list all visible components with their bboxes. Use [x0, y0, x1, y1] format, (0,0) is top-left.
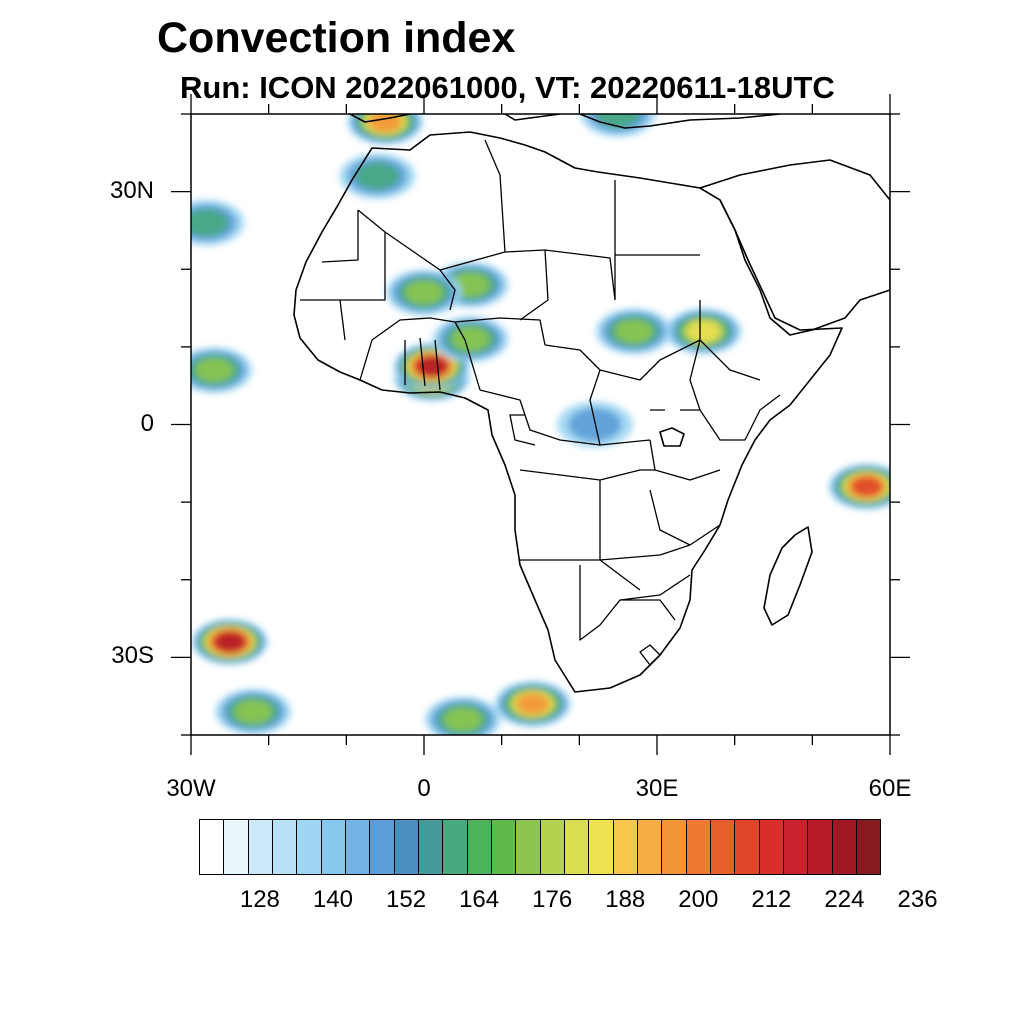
- colorbar-labels: 128 140 152 164 176 188 200 212 224 236: [199, 886, 938, 920]
- convection-level: [516, 693, 550, 715]
- colorbar-tick-label: 236: [897, 886, 938, 913]
- convection-level: [685, 319, 722, 343]
- border-east: [649, 300, 781, 481]
- europe-coastline: [349, 114, 781, 129]
- convection-cell: [665, 308, 742, 355]
- plot-area: [191, 114, 890, 735]
- colorbar-swatch: [589, 820, 614, 874]
- lat-label: 30S: [111, 642, 154, 670]
- border-north: [321, 139, 700, 321]
- colorbar-tick-label: 152: [386, 886, 427, 913]
- colorbar-swatch: [686, 820, 711, 874]
- colorbar-tick-label: 164: [459, 886, 500, 913]
- colorbar-tick-label: 140: [312, 886, 353, 913]
- colorbar-tick-label: 224: [824, 886, 865, 913]
- convection-cell: [191, 347, 253, 394]
- colorbar-swatch: [856, 820, 881, 874]
- colorbar-swatch: [516, 820, 541, 874]
- colorbar-swatch: [418, 820, 444, 874]
- convection-cell: [339, 153, 416, 200]
- convection-level: [194, 357, 234, 383]
- convection-level: [416, 356, 447, 377]
- convection-cell: [432, 316, 509, 363]
- lon-label: 30E: [635, 775, 679, 802]
- convection-level: [214, 632, 245, 652]
- lon-label: 60E: [868, 775, 912, 802]
- convection-level: [355, 162, 400, 190]
- colorbar-swatch: [613, 820, 638, 874]
- lat-label: 30N: [109, 176, 154, 204]
- colorbar-tick-label: 176: [532, 886, 573, 913]
- convection-level: [191, 208, 229, 237]
- colorbar-tick-label: 212: [751, 886, 792, 913]
- colorbar-swatch: [345, 820, 371, 874]
- colorbar-swatch: [564, 820, 590, 874]
- colorbar-swatch: [394, 820, 419, 874]
- country-borders: [300, 139, 781, 666]
- lake-victoria: [659, 427, 685, 447]
- colorbar-swatch: [272, 820, 298, 874]
- convection-cell: [828, 463, 890, 510]
- convection-cell: [347, 114, 424, 145]
- colorbar-swatch: [637, 820, 663, 874]
- convection-cell: [215, 688, 292, 735]
- colorbar-swatch: [491, 820, 517, 874]
- convection-cell: [191, 199, 245, 246]
- convection-level: [404, 280, 444, 305]
- border-south: [519, 469, 721, 666]
- convection-cell: [191, 618, 268, 665]
- axis-ticks: [171, 94, 910, 755]
- colorbar-swatch: [370, 820, 395, 874]
- convection-level: [233, 699, 273, 725]
- colorbar-swatch: [735, 820, 760, 874]
- colorbar-swatch: [808, 820, 833, 874]
- colorbar-swatch: [321, 820, 346, 874]
- colorbar-swatch: [248, 820, 273, 874]
- colorbar-swatch: [200, 820, 225, 874]
- convection-level: [368, 114, 402, 133]
- border-central: [454, 317, 701, 446]
- lon-label: 0: [417, 775, 431, 802]
- lat-label: 0: [140, 409, 154, 437]
- colorbar-swatch: [710, 820, 736, 874]
- convection-level: [851, 476, 883, 497]
- lon-label: 30W: [166, 775, 216, 802]
- convection-level: [443, 707, 483, 732]
- colorbar-swatch: [224, 820, 249, 874]
- colorbar-swatch: [662, 820, 687, 874]
- colorbar: [199, 819, 881, 875]
- colorbar-swatch: [297, 820, 322, 874]
- convection-cell: [494, 680, 571, 727]
- colorbar-swatch: [540, 820, 565, 874]
- colorbar-swatch: [783, 820, 809, 874]
- colorbar-tick-label: 200: [678, 886, 719, 913]
- convection-cell: [595, 308, 672, 355]
- chart-subtitle: Run: ICON 2022061000, VT: 20220611-18UTC: [180, 70, 835, 105]
- africa-coastline: [293, 131, 843, 693]
- convection-level: [614, 319, 654, 344]
- coastlines: [293, 114, 890, 693]
- colorbar-swatch: [467, 820, 492, 874]
- madagascar-coastline: [763, 526, 813, 626]
- convection-field: [191, 114, 890, 735]
- colorbar-tick-label: 188: [605, 886, 646, 913]
- colorbar-swatch: [443, 820, 468, 874]
- colorbar-swatch: [832, 820, 857, 874]
- convection-cell: [386, 269, 462, 316]
- border-west: [300, 232, 481, 391]
- colorbar-tick-label: 128: [239, 886, 280, 913]
- convection-level: [451, 326, 490, 352]
- chart-title: Convection index: [157, 14, 516, 62]
- arabia-coastline: [699, 159, 890, 336]
- colorbar-swatch: [759, 820, 784, 874]
- convection-cell: [424, 696, 501, 735]
